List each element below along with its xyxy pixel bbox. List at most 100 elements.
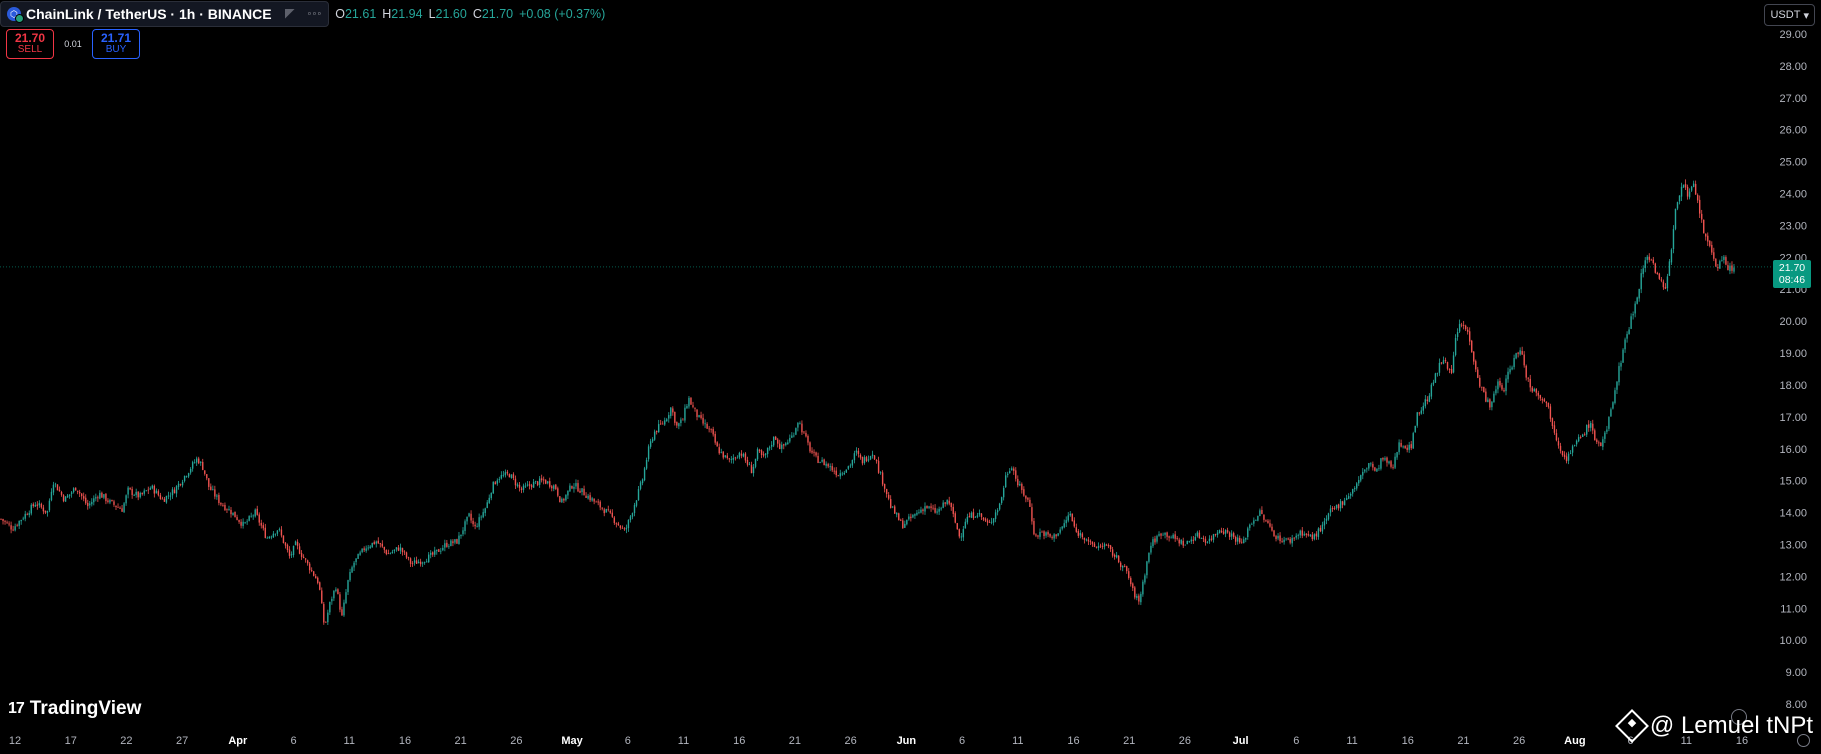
candle-up bbox=[797, 422, 799, 428]
price-axis[interactable]: 29.0028.0027.0026.0025.0024.0023.0022.00… bbox=[1779, 29, 1807, 711]
candle-up bbox=[1349, 493, 1352, 496]
candle-up bbox=[940, 508, 942, 510]
candle-down bbox=[1541, 399, 1544, 401]
candle-up bbox=[1414, 425, 1416, 433]
candle-up bbox=[347, 580, 349, 593]
candle-down bbox=[438, 549, 440, 552]
candle-up bbox=[962, 529, 965, 538]
candle-up bbox=[187, 473, 190, 477]
time-axis[interactable]: 12 17 22 27 Apr 6 11 16 21 26 May 6 11 16 21 26 Jun 6 11 16… bbox=[9, 735, 1748, 747]
candle-up bbox=[1356, 483, 1358, 489]
candle-up bbox=[216, 495, 218, 497]
candle-down bbox=[1263, 514, 1265, 520]
candle-down bbox=[16, 525, 18, 527]
candle-up bbox=[1682, 184, 1685, 188]
time-tick-label: 11 bbox=[1681, 735, 1692, 747]
candle-down bbox=[1232, 533, 1235, 538]
candle-down bbox=[409, 558, 412, 564]
candle-up bbox=[1668, 261, 1671, 276]
time-tick-label: 6 bbox=[625, 735, 631, 747]
candle-down bbox=[208, 478, 210, 487]
candle-down bbox=[115, 505, 117, 508]
candle-up bbox=[1329, 508, 1332, 513]
candle-up bbox=[1053, 534, 1055, 539]
candle-up bbox=[766, 447, 769, 454]
candle-down bbox=[1239, 537, 1241, 543]
candle-up bbox=[371, 542, 373, 548]
candle-up bbox=[1351, 489, 1354, 494]
candle-up bbox=[1674, 208, 1677, 229]
candle-down bbox=[744, 453, 747, 461]
candle-down bbox=[1521, 351, 1523, 355]
replay-icon[interactable] bbox=[1731, 709, 1747, 725]
candle-up bbox=[1186, 540, 1188, 545]
candle-up bbox=[1000, 497, 1003, 503]
candle-down bbox=[577, 483, 579, 492]
candle-down bbox=[779, 443, 781, 450]
symbol-info[interactable]: ⬡ ChainLink / TetherUS · 1h · BINANCE ◦◦… bbox=[0, 1, 330, 27]
candle-down bbox=[381, 543, 384, 547]
candle-up bbox=[645, 459, 648, 469]
candle-up bbox=[270, 536, 273, 538]
candle-up bbox=[657, 424, 660, 433]
flag-icon[interactable] bbox=[284, 9, 295, 19]
candle-down bbox=[1095, 546, 1098, 548]
candle-down bbox=[549, 481, 551, 487]
candle-down bbox=[1269, 523, 1271, 527]
candle-up bbox=[232, 512, 234, 515]
candle-up bbox=[395, 547, 398, 550]
candle-up bbox=[1190, 539, 1193, 542]
candle-up bbox=[482, 512, 484, 518]
tradingview-logo[interactable]: 17 TradingView bbox=[8, 698, 141, 720]
buy-button[interactable]: 21.71 BUY bbox=[92, 29, 140, 59]
candle-up bbox=[637, 489, 640, 501]
candle-up bbox=[532, 481, 535, 488]
candle-up bbox=[442, 547, 444, 551]
candle-down bbox=[948, 500, 950, 504]
candle-up bbox=[500, 475, 503, 479]
candle-up bbox=[668, 415, 670, 419]
candle-down bbox=[1289, 538, 1291, 543]
candle-up bbox=[1067, 515, 1069, 521]
candle-up bbox=[653, 431, 656, 440]
candle-down bbox=[536, 481, 539, 486]
candle-down bbox=[1406, 447, 1408, 450]
candle-down bbox=[603, 509, 605, 514]
last-price-value: 21.70 bbox=[1778, 262, 1806, 274]
more-options-icon[interactable]: ◦◦◦ bbox=[307, 8, 323, 20]
candle-up bbox=[916, 512, 918, 515]
candle-up bbox=[460, 534, 462, 537]
candle-up bbox=[1606, 429, 1608, 432]
price-tick-label: 11.00 bbox=[1780, 603, 1807, 615]
candle-up bbox=[1384, 458, 1386, 460]
candle-up bbox=[752, 466, 755, 474]
settings-icon[interactable] bbox=[1797, 734, 1810, 747]
sell-button[interactable]: 21.70 SELL bbox=[6, 29, 54, 59]
symbol-title[interactable]: ChainLink / TetherUS · 1h · BINANCE bbox=[26, 6, 272, 22]
candle-up bbox=[1065, 520, 1067, 524]
candle-up bbox=[1692, 183, 1695, 187]
candle-down bbox=[119, 507, 121, 509]
candle-up bbox=[1642, 268, 1644, 274]
candle-up bbox=[1412, 433, 1414, 449]
candle-up bbox=[573, 486, 575, 489]
candle-down bbox=[910, 516, 912, 518]
candle-up bbox=[964, 521, 967, 529]
candle-down bbox=[1727, 265, 1729, 271]
candle-down bbox=[613, 517, 616, 523]
currency-selector[interactable]: USDT ▾ bbox=[1764, 4, 1815, 26]
candle-down bbox=[777, 439, 779, 444]
candle-down bbox=[1293, 537, 1295, 539]
candle-up bbox=[1424, 399, 1427, 407]
candle-down bbox=[1561, 450, 1564, 456]
candle-down bbox=[861, 456, 864, 464]
candle-down bbox=[76, 490, 79, 492]
candle-down bbox=[397, 547, 400, 551]
candle-up bbox=[462, 530, 464, 535]
candle-up bbox=[787, 442, 789, 445]
candle-up bbox=[1513, 358, 1515, 367]
candle-down bbox=[298, 546, 301, 554]
candle-down bbox=[690, 397, 692, 405]
candle-up bbox=[627, 519, 630, 529]
